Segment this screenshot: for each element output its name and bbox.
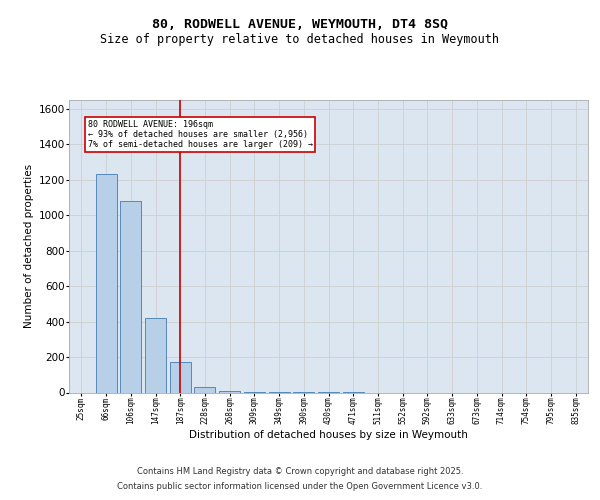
- Text: 80 RODWELL AVENUE: 196sqm
← 93% of detached houses are smaller (2,956)
7% of sem: 80 RODWELL AVENUE: 196sqm ← 93% of detac…: [88, 120, 313, 150]
- Text: Contains HM Land Registry data © Crown copyright and database right 2025.: Contains HM Land Registry data © Crown c…: [137, 467, 463, 476]
- Text: 80, RODWELL AVENUE, WEYMOUTH, DT4 8SQ: 80, RODWELL AVENUE, WEYMOUTH, DT4 8SQ: [152, 18, 448, 30]
- Text: Size of property relative to detached houses in Weymouth: Size of property relative to detached ho…: [101, 32, 499, 46]
- Y-axis label: Number of detached properties: Number of detached properties: [25, 164, 34, 328]
- Bar: [219, 390, 240, 392]
- Text: Contains public sector information licensed under the Open Government Licence v3: Contains public sector information licen…: [118, 482, 482, 491]
- Bar: [194, 387, 215, 392]
- Bar: [95, 174, 116, 392]
- X-axis label: Distribution of detached houses by size in Weymouth: Distribution of detached houses by size …: [189, 430, 468, 440]
- Bar: [145, 318, 166, 392]
- Bar: [120, 201, 141, 392]
- Bar: [170, 362, 191, 392]
